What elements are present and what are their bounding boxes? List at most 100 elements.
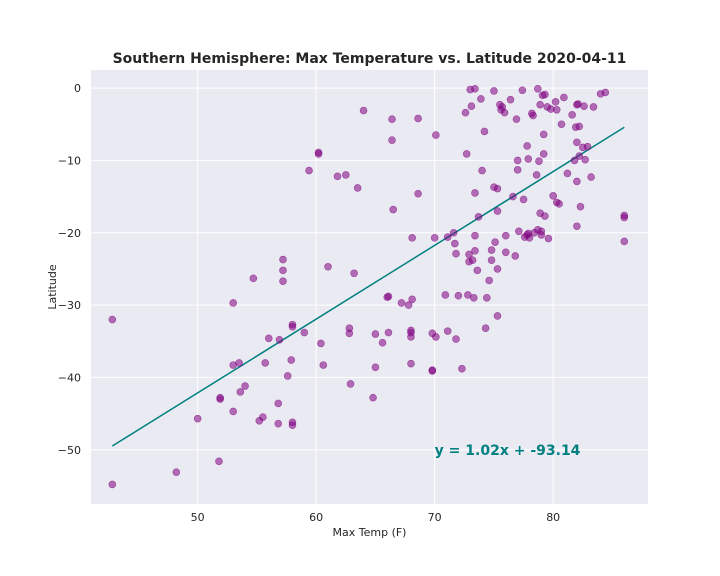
- data-point: [511, 252, 520, 260]
- data-point: [428, 367, 437, 375]
- data-point: [557, 120, 566, 129]
- data-point: [449, 228, 458, 237]
- data-point: [324, 262, 332, 271]
- data-point: [570, 156, 579, 165]
- data-point: [241, 382, 249, 390]
- data-point: [279, 277, 287, 286]
- data-point: [529, 111, 537, 120]
- data-point: [389, 205, 398, 214]
- data-point: [469, 294, 478, 302]
- data-point: [414, 114, 422, 123]
- chart-title: Southern Hemisphere: Max Temperature vs.…: [113, 51, 627, 67]
- data-point: [471, 189, 479, 197]
- data-point: [408, 295, 416, 304]
- y-tick-label: −30: [58, 299, 81, 312]
- data-point: [384, 292, 393, 301]
- data-point: [264, 334, 273, 343]
- data-point: [397, 299, 406, 307]
- data-point: [461, 108, 470, 117]
- x-axis-label: Max Temp (F): [333, 526, 407, 539]
- data-point: [193, 414, 202, 423]
- data-point: [523, 142, 531, 150]
- data-point: [481, 324, 490, 333]
- data-point: [512, 115, 521, 123]
- data-point: [407, 333, 415, 341]
- data-point: [493, 265, 502, 273]
- data-point: [388, 136, 396, 144]
- data-point: [407, 359, 415, 368]
- data-point: [551, 98, 560, 106]
- x-tick-label: 70: [428, 511, 442, 524]
- data-point: [414, 189, 422, 198]
- y-tick-label: −20: [58, 227, 81, 240]
- data-point: [279, 266, 287, 275]
- data-point: [581, 155, 589, 164]
- data-point: [487, 256, 496, 265]
- y-tick-label: −50: [58, 444, 81, 457]
- data-point: [452, 249, 460, 258]
- data-point: [620, 213, 629, 222]
- data-point: [388, 115, 396, 123]
- data-point: [573, 222, 581, 231]
- y-axis-label: Latitude: [46, 264, 59, 310]
- data-point: [172, 468, 181, 476]
- regression-line-group: [111, 126, 625, 447]
- data-point: [458, 364, 466, 373]
- data-point: [471, 231, 479, 240]
- data-point: [314, 150, 323, 158]
- data-point: [378, 338, 387, 347]
- data-point: [300, 328, 309, 337]
- data-point: [513, 156, 522, 165]
- data-points: [108, 85, 629, 489]
- data-point: [305, 166, 313, 175]
- y-tick-label: 0: [74, 82, 81, 95]
- data-point: [261, 359, 270, 367]
- data-point: [493, 312, 502, 320]
- data-point: [371, 363, 380, 372]
- data-point: [275, 336, 284, 344]
- data-point: [371, 330, 380, 338]
- data-point: [541, 212, 549, 220]
- data-point: [369, 393, 377, 402]
- data-point: [430, 234, 439, 242]
- data-point: [573, 138, 581, 147]
- data-point: [518, 86, 527, 95]
- data-point: [384, 328, 393, 337]
- data-point: [493, 184, 502, 193]
- data-point: [480, 127, 489, 136]
- data-point: [493, 207, 502, 215]
- data-point: [519, 195, 528, 204]
- data-point: [576, 202, 585, 211]
- data-point: [555, 200, 563, 208]
- data-point: [589, 103, 598, 111]
- data-point: [215, 457, 223, 466]
- data-point: [563, 169, 572, 178]
- grid: [91, 70, 648, 504]
- data-point: [443, 233, 452, 241]
- data-point: [288, 322, 297, 331]
- y-tick-label: −40: [58, 371, 81, 384]
- data-point: [500, 108, 509, 117]
- data-point: [468, 256, 477, 265]
- data-point: [288, 421, 297, 429]
- data-point: [452, 335, 460, 343]
- data-point: [587, 173, 595, 181]
- data-point: [236, 388, 245, 396]
- data-point: [333, 172, 342, 181]
- data-point: [345, 329, 354, 338]
- data-point: [478, 166, 486, 175]
- data-point: [317, 339, 325, 348]
- data-point: [259, 413, 267, 422]
- data-point: [432, 333, 440, 341]
- data-point: [404, 301, 413, 309]
- data-point: [575, 152, 584, 160]
- data-point: [108, 480, 117, 489]
- data-point: [533, 85, 542, 93]
- data-point: [620, 237, 629, 246]
- data-point: [485, 276, 493, 285]
- data-point: [552, 105, 561, 114]
- data-point: [490, 87, 498, 95]
- data-point: [229, 299, 238, 307]
- data-point: [483, 294, 491, 302]
- data-point: [408, 234, 416, 242]
